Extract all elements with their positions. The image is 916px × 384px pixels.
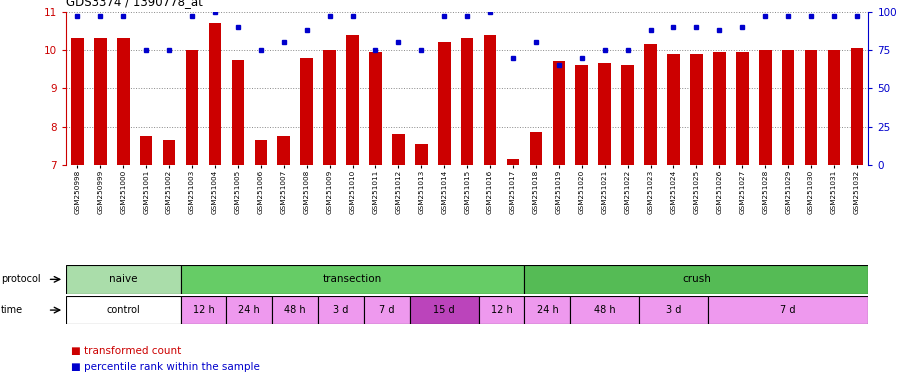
Text: 15 d: 15 d (433, 305, 455, 315)
Bar (736, 52, 748, 165)
Text: 3 d: 3 d (333, 305, 349, 315)
Bar (163, 140, 176, 165)
Bar (272, 296, 318, 324)
Bar (186, 50, 199, 165)
Bar (232, 60, 245, 165)
Text: GDS3374 / 1390778_at: GDS3374 / 1390778_at (66, 0, 202, 8)
Text: 7 d: 7 d (780, 305, 796, 315)
Bar (117, 38, 129, 165)
Bar (598, 63, 611, 165)
Bar (415, 144, 428, 165)
Text: crush: crush (682, 274, 711, 285)
Bar (529, 132, 542, 165)
Bar (713, 52, 725, 165)
Bar (461, 38, 474, 165)
Bar (758, 50, 771, 165)
Bar (318, 296, 364, 324)
Bar (180, 296, 226, 324)
Text: 3 d: 3 d (666, 305, 682, 315)
Text: transection: transection (323, 274, 382, 285)
Text: ■ percentile rank within the sample: ■ percentile rank within the sample (71, 362, 259, 372)
Bar (323, 50, 336, 165)
Text: protocol: protocol (1, 274, 40, 285)
Bar (782, 50, 794, 165)
Bar (278, 136, 290, 165)
Bar (575, 65, 588, 165)
Text: control: control (106, 305, 140, 315)
Bar (507, 159, 519, 165)
Bar (639, 296, 708, 324)
Text: 12 h: 12 h (192, 305, 214, 315)
Bar (71, 38, 83, 165)
Text: 12 h: 12 h (491, 305, 512, 315)
Bar (479, 296, 525, 324)
Bar (667, 54, 680, 165)
Bar (690, 54, 703, 165)
Bar (552, 61, 565, 165)
Bar (805, 50, 817, 165)
Bar (708, 296, 868, 324)
Text: 24 h: 24 h (238, 305, 260, 315)
Text: 24 h: 24 h (537, 305, 558, 315)
Bar (409, 296, 479, 324)
Text: 7 d: 7 d (379, 305, 395, 315)
Text: ■ transformed count: ■ transformed count (71, 346, 180, 356)
Bar (438, 42, 451, 165)
Bar (364, 296, 409, 324)
Bar (66, 265, 180, 294)
Bar (346, 35, 359, 165)
Bar (300, 58, 313, 165)
Bar (525, 265, 868, 294)
Text: 48 h: 48 h (594, 305, 616, 315)
Bar (94, 38, 106, 165)
Bar (621, 65, 634, 165)
Bar (525, 296, 571, 324)
Bar (484, 35, 496, 165)
Text: 48 h: 48 h (284, 305, 306, 315)
Bar (851, 48, 863, 165)
Bar (209, 23, 222, 165)
Text: naive: naive (109, 274, 137, 285)
Bar (392, 134, 405, 165)
Bar (571, 296, 639, 324)
Bar (828, 50, 840, 165)
Bar (226, 296, 272, 324)
Text: time: time (1, 305, 23, 315)
Bar (140, 136, 152, 165)
Bar (369, 52, 382, 165)
Bar (644, 44, 657, 165)
Bar (255, 140, 267, 165)
Bar (66, 296, 180, 324)
Bar (180, 265, 525, 294)
